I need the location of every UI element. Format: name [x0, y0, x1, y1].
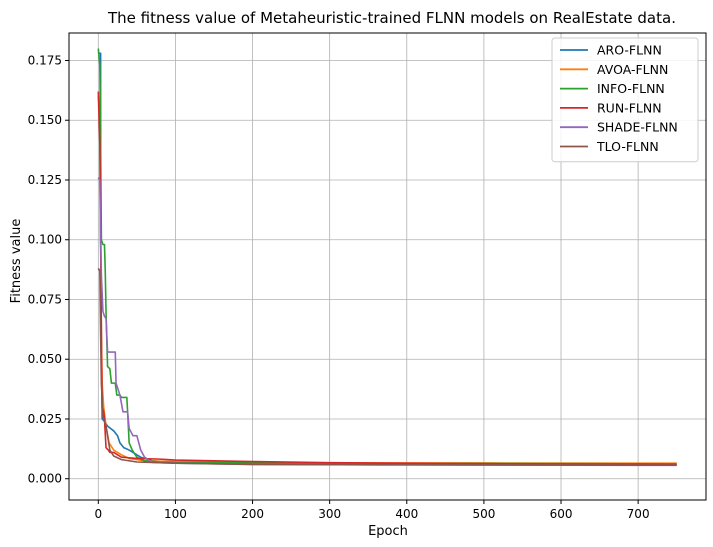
chart-title: The fitness value of Metaheuristic-train… — [107, 9, 676, 27]
y-tick-label: 0.050 — [28, 352, 62, 366]
series-lines — [97, 48, 677, 467]
legend-entry-label: RUN-FLNN — [597, 100, 662, 115]
y-tick-label: 0.000 — [28, 472, 62, 486]
legend-entry-label: TLO-FLNN — [596, 139, 659, 154]
y-tick-label: 0.150 — [28, 113, 62, 127]
series-line-info-flnn — [97, 48, 677, 465]
legend-entry-label: AVOA-FLNN — [597, 62, 668, 77]
grid-lines — [69, 33, 706, 500]
y-tick-label: 0.075 — [28, 292, 62, 306]
y-tick-label: 0.100 — [28, 233, 62, 247]
x-tick-label: 0 — [94, 507, 102, 521]
x-tick-label: 500 — [472, 507, 495, 521]
x-tick-label: 300 — [318, 507, 341, 521]
y-axis-label: Fitness value — [9, 219, 24, 304]
legend-entry-label: SHADE-FLNN — [597, 120, 678, 135]
legend-box — [551, 37, 699, 163]
series-line-shade-flnn — [97, 177, 677, 467]
legend-entry-label: ARO-FLNN — [597, 43, 662, 58]
plot-frame — [68, 32, 707, 501]
x-tick-label: 600 — [550, 507, 573, 521]
series-line-tlo-flnn — [97, 267, 677, 466]
y-tick-label: 0.175 — [28, 53, 62, 67]
x-tick-label: 100 — [164, 507, 187, 521]
axis-ticks: 0 100 200 300 400 500 600 700 0.000 0.025 0.050 0.0… — [28, 53, 650, 521]
x-tick-label: 200 — [241, 507, 264, 521]
x-tick-label: 400 — [395, 507, 418, 521]
x-axis-label: Epoch — [368, 524, 408, 539]
legend-entry-label: INFO-FLNN — [597, 81, 665, 96]
y-tick-label: 0.025 — [28, 412, 62, 426]
legend: ARO-FLNN AVOA-FLNN INFO-FLNN RUN-FLNN SHADE-… — [551, 37, 699, 163]
y-tick-label: 0.125 — [28, 173, 62, 187]
x-tick-label: 700 — [627, 507, 650, 521]
